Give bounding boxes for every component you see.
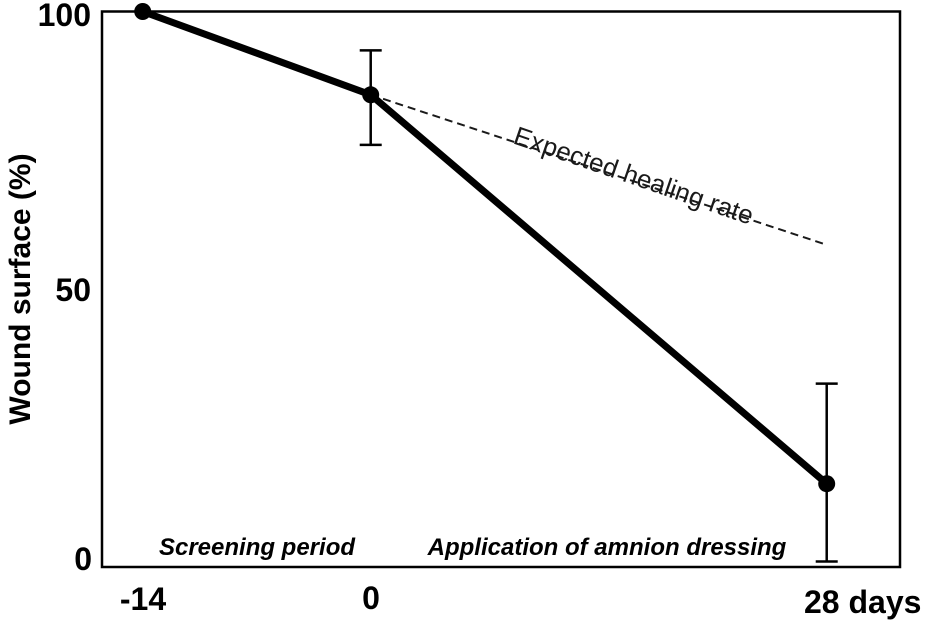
y-tick-label-50: 50: [55, 272, 91, 308]
data-point-marker: [818, 475, 836, 493]
observed-line: [141, 8, 829, 487]
expected-healing-dashed-line: [370, 93, 828, 246]
x-tick-label-28-days: 28 days: [804, 584, 921, 620]
data-point-marker: [362, 86, 380, 104]
y-axis-title: Wound surface (%): [4, 153, 37, 424]
plot-border: [100, 10, 902, 569]
error-bars: [359, 49, 838, 563]
data-point-marker: [134, 3, 152, 20]
x-tick-label-0: 0: [362, 580, 380, 616]
y-tick-label-100: 100: [38, 0, 91, 33]
observed-wound-polyline: [141, 8, 829, 487]
data-point-markers: [134, 3, 836, 493]
expected-healing-rate-label: Expected healing rate: [510, 120, 758, 230]
expected-rate-dashes: [370, 93, 828, 246]
application-amnion-dressing-label: Application of amnion dressing: [427, 534, 787, 561]
screening-period-label: Screening period: [159, 534, 356, 561]
y-tick-label-0: 0: [74, 541, 92, 577]
x-tick-label-minus14: -14: [120, 581, 166, 617]
